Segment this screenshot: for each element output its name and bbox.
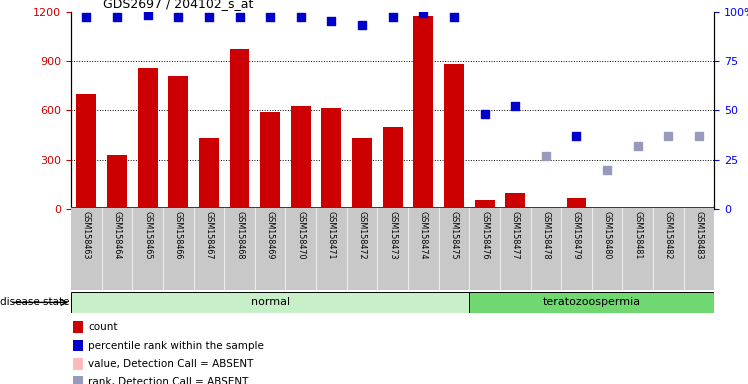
Text: GSM158466: GSM158466 — [174, 212, 183, 260]
Text: GSM158477: GSM158477 — [511, 212, 520, 260]
Bar — [73, 376, 82, 384]
Point — [479, 111, 491, 118]
Point — [417, 10, 429, 17]
Text: GSM158473: GSM158473 — [388, 212, 397, 260]
Text: percentile rank within the sample: percentile rank within the sample — [88, 341, 264, 351]
Text: GSM158471: GSM158471 — [327, 212, 336, 260]
Point — [509, 103, 521, 109]
Point — [172, 14, 184, 20]
Point — [693, 133, 705, 139]
Bar — [597, 208, 617, 209]
Bar — [536, 208, 556, 209]
Text: GSM158468: GSM158468 — [235, 212, 244, 260]
Bar — [76, 94, 96, 209]
Text: GSM158463: GSM158463 — [82, 212, 91, 260]
Point — [111, 14, 123, 20]
Bar — [73, 358, 82, 370]
Bar — [628, 208, 648, 209]
Bar — [322, 108, 341, 209]
FancyBboxPatch shape — [71, 292, 469, 313]
Text: GSM158470: GSM158470 — [296, 212, 305, 260]
Text: GSM158480: GSM158480 — [603, 212, 612, 260]
Point — [295, 14, 307, 20]
Point — [233, 14, 245, 20]
Text: value, Detection Call = ABSENT: value, Detection Call = ABSENT — [88, 359, 254, 369]
Bar — [199, 138, 219, 209]
Point — [203, 14, 215, 20]
Point — [387, 14, 399, 20]
Point — [571, 133, 583, 139]
Bar — [383, 127, 402, 209]
Text: GDS2697 / 204102_s_at: GDS2697 / 204102_s_at — [103, 0, 254, 10]
Text: GSM158469: GSM158469 — [266, 212, 275, 260]
Point — [141, 12, 153, 18]
Point — [632, 143, 644, 149]
Point — [325, 18, 337, 25]
Text: GSM158483: GSM158483 — [695, 212, 704, 260]
Text: GSM158475: GSM158475 — [450, 212, 459, 260]
Text: count: count — [88, 322, 118, 332]
Point — [663, 133, 675, 139]
FancyBboxPatch shape — [469, 292, 714, 313]
Bar — [658, 208, 678, 209]
Bar — [73, 321, 82, 333]
Point — [356, 22, 368, 28]
Bar — [505, 193, 525, 209]
Text: GSM158474: GSM158474 — [419, 212, 428, 260]
Point — [601, 167, 613, 173]
Bar — [352, 138, 372, 209]
Text: GSM158482: GSM158482 — [664, 212, 673, 260]
Bar — [138, 68, 158, 209]
Text: GSM158479: GSM158479 — [572, 212, 581, 260]
Bar — [566, 198, 586, 209]
Bar — [689, 208, 709, 209]
Bar — [107, 155, 127, 209]
Text: GSM158465: GSM158465 — [143, 212, 152, 260]
Bar — [73, 340, 82, 351]
Point — [540, 153, 552, 159]
Bar — [168, 76, 188, 209]
Text: teratozoospermia: teratozoospermia — [543, 297, 641, 308]
Bar — [444, 64, 464, 209]
Point — [264, 14, 276, 20]
Text: GSM158476: GSM158476 — [480, 212, 489, 260]
Text: GSM158464: GSM158464 — [112, 212, 121, 260]
Text: GSM158472: GSM158472 — [358, 212, 367, 260]
Bar — [475, 200, 494, 209]
Bar — [414, 17, 433, 209]
Text: GSM158467: GSM158467 — [204, 212, 213, 260]
Bar — [291, 106, 310, 209]
Bar — [260, 112, 280, 209]
Text: rank, Detection Call = ABSENT: rank, Detection Call = ABSENT — [88, 377, 249, 384]
Text: normal: normal — [251, 297, 289, 308]
Point — [448, 14, 460, 20]
Text: GSM158481: GSM158481 — [634, 212, 643, 260]
Point — [80, 14, 92, 20]
Text: GSM158478: GSM158478 — [542, 212, 551, 260]
Bar — [230, 50, 250, 209]
Text: disease state: disease state — [0, 297, 70, 308]
